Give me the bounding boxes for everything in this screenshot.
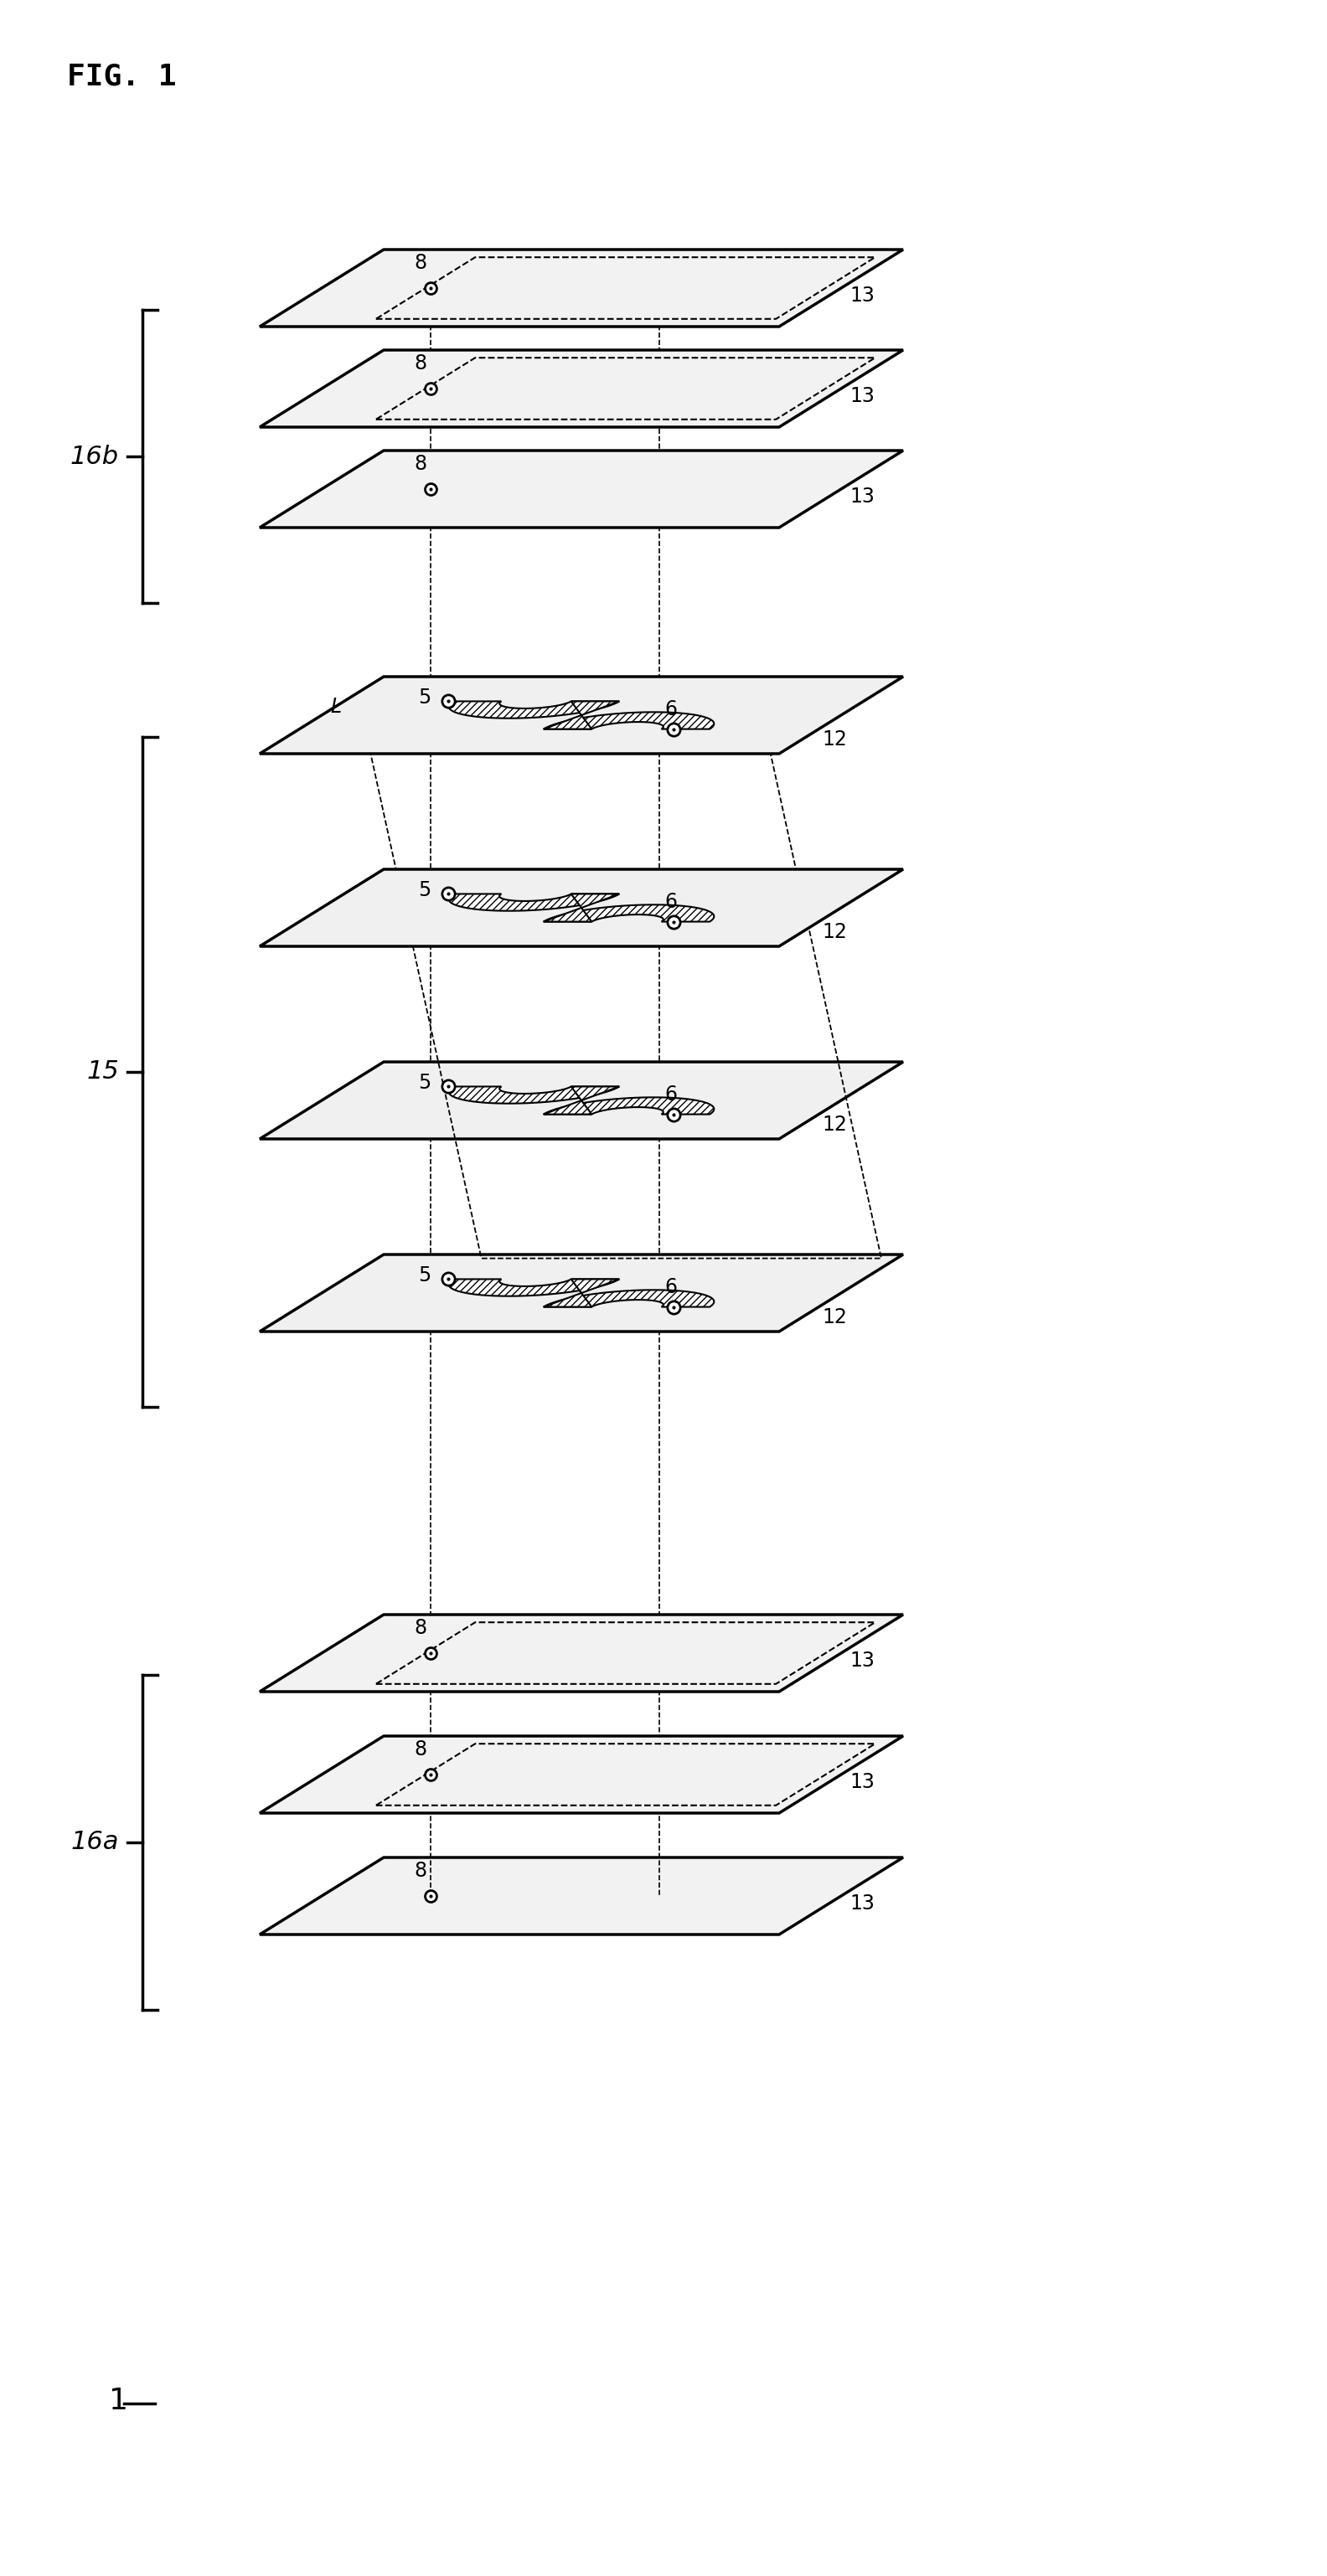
Text: 12: 12 [823, 1309, 847, 1327]
Text: 5: 5 [418, 1072, 431, 1092]
Text: 13: 13 [849, 487, 874, 507]
Text: 8: 8 [414, 453, 426, 474]
Text: 8: 8 [414, 1618, 426, 1638]
Text: 8: 8 [414, 1860, 426, 1880]
Text: 16a: 16a [70, 1832, 119, 1855]
Polygon shape [449, 1280, 620, 1296]
Polygon shape [260, 250, 904, 327]
Polygon shape [544, 711, 714, 729]
Polygon shape [449, 1087, 620, 1103]
Polygon shape [260, 451, 904, 528]
Text: 12: 12 [823, 729, 847, 750]
Text: 13: 13 [849, 1893, 874, 1914]
Text: 5: 5 [418, 1265, 431, 1285]
Text: 6: 6 [665, 1278, 678, 1298]
Text: 13: 13 [849, 1651, 874, 1672]
Text: 12: 12 [823, 922, 847, 943]
Text: 13: 13 [849, 386, 874, 407]
Text: 6: 6 [665, 1084, 678, 1105]
Text: 16b: 16b [70, 443, 119, 469]
Text: 13: 13 [849, 1772, 874, 1793]
Text: FIG. 1: FIG. 1 [68, 62, 176, 90]
Text: L: L [330, 698, 341, 716]
Polygon shape [449, 894, 620, 912]
Text: 5: 5 [418, 688, 431, 708]
Polygon shape [260, 1615, 904, 1692]
Polygon shape [544, 701, 620, 729]
Text: 13: 13 [849, 286, 874, 307]
Polygon shape [260, 1736, 904, 1814]
Polygon shape [260, 1857, 904, 1935]
Polygon shape [449, 701, 620, 719]
Polygon shape [544, 904, 714, 922]
Polygon shape [544, 894, 620, 922]
Polygon shape [260, 868, 904, 945]
Text: 8: 8 [414, 353, 426, 374]
Polygon shape [260, 677, 904, 755]
Text: 8: 8 [414, 1739, 426, 1759]
Polygon shape [544, 1291, 714, 1306]
Text: 15: 15 [86, 1059, 119, 1084]
Polygon shape [260, 1255, 904, 1332]
Polygon shape [544, 1280, 620, 1306]
Text: 12: 12 [823, 1115, 847, 1136]
Text: 5: 5 [418, 881, 431, 899]
Text: 6: 6 [665, 701, 678, 719]
Text: 1: 1 [109, 2388, 129, 2416]
Polygon shape [260, 350, 904, 428]
Text: 8: 8 [414, 252, 426, 273]
Polygon shape [260, 1061, 904, 1139]
Polygon shape [544, 1097, 714, 1115]
Polygon shape [544, 1087, 620, 1115]
Text: 6: 6 [665, 891, 678, 912]
